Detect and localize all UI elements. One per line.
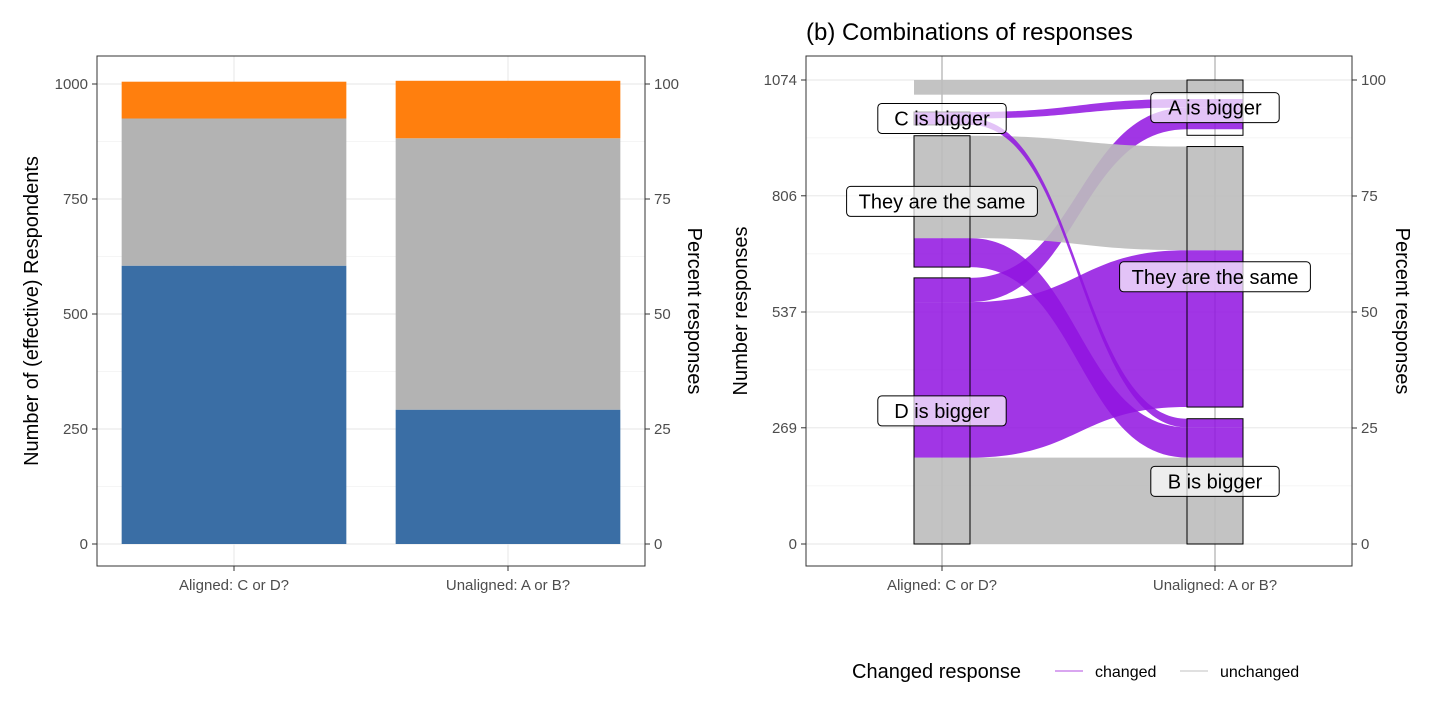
panel-a-y2-axis-title: Percent responses (683, 228, 705, 395)
panel-b-flow-segment-right (1187, 427, 1243, 458)
panel-b-flow-segment-left (914, 302, 970, 458)
panel-b-y-axis-title: Number responses (730, 227, 752, 396)
panel-a-y-tick-label: 500 (63, 306, 88, 323)
panel-b-stratum-label-box (877, 395, 1007, 427)
panel-a-x-tick-label: Unaligned: A or B? (446, 577, 570, 594)
panel-b-y2-tick-label: 100 (1361, 72, 1386, 89)
panel-b-flow-segment-left (914, 80, 970, 95)
panel-a-bar-segment (395, 409, 621, 544)
panel-b-y2-tick-label: 75 (1361, 188, 1378, 205)
legend-label-unchanged: unchanged (1220, 664, 1299, 681)
panel-b-stratum-label: C is bigger (894, 108, 990, 130)
panel-b-flow-changed (970, 118, 1187, 428)
panel-b-y-tick-label: 0 (789, 536, 797, 553)
panel-b-flow-segment-right (1187, 80, 1243, 95)
panel-a-bar-segment (121, 265, 347, 544)
panel-b-stratum-label: A is bigger (1168, 98, 1262, 120)
panel-a-y-tick-label: 1000 (55, 76, 88, 93)
panel-b-stratum-label-box (1119, 261, 1311, 293)
panel-b-y-tick-label: 269 (772, 420, 797, 437)
panel-b-stratum-labels: D is bigger They are the same C is bigger B… (846, 92, 1311, 497)
panel-a-y2-tick-label: 100 (654, 76, 679, 93)
panel-b-stratum-label-box (846, 185, 1038, 217)
legend-title: Changed response (852, 661, 1021, 683)
panel-b-title: (b) Combinations of responses (806, 19, 1133, 46)
panel-a-x-axis: Aligned: C or D? Unaligned: A or B? (179, 566, 570, 594)
legend-label-changed: changed (1095, 664, 1156, 681)
panel-a-bar-chart: 0 250 500 750 1000 0 25 50 75 100 Aligned: C or … (21, 55, 705, 594)
panel-b-flow-changed (970, 238, 1187, 458)
panel-a-y2-tick-label: 50 (654, 306, 671, 323)
panel-a-bar-segment (121, 81, 347, 119)
panel-b-flow-unchanged (970, 457, 1187, 544)
panel-a-bar-segment (395, 138, 621, 410)
panel-a-y-axis-title: Number of (effective) Respondents (21, 156, 43, 466)
panel-a-y-tick-label: 750 (63, 191, 88, 208)
panel-a-plot-border (96, 55, 646, 567)
panel-b-y-axis: 0 269 537 806 1074 (764, 72, 806, 553)
panel-b-y2-tick-label: 50 (1361, 304, 1378, 321)
panel-b-flow-unchanged (970, 135, 1187, 251)
panel-a-y2-axis: 0 25 50 75 100 (645, 76, 679, 553)
panel-b-stratum-label: They are the same (859, 191, 1026, 213)
legend: Changed response changed unchanged (852, 661, 1299, 683)
panel-a-y2-tick-label: 0 (654, 536, 662, 553)
panel-b-stratum-label: They are the same (1132, 267, 1299, 289)
panel-b-y-tick-label: 1074 (764, 72, 797, 89)
panel-b-flow-segment-right (1187, 418, 1243, 428)
panel-a-bar-segment (121, 118, 347, 266)
panel-b-stratum-label-box (877, 102, 1007, 134)
panel-b-flow-segment-left (914, 238, 970, 268)
panel-a-x-tick-label: Aligned: C or D? (179, 577, 289, 594)
legend-entries: changed unchanged (1055, 664, 1299, 681)
panel-a-bar-segment (395, 80, 621, 139)
panel-a-y2-tick-label: 75 (654, 191, 671, 208)
panel-b-plot-border (805, 55, 1353, 567)
panel-b-y2-axis: 0 25 50 75 100 (1352, 72, 1386, 553)
panel-b-flow-segment-left (914, 277, 970, 303)
panel-b-y2-tick-label: 0 (1361, 536, 1369, 553)
panel-b-x-tick-label: Aligned: C or D? (887, 577, 997, 594)
panel-b-y2-tick-label: 25 (1361, 420, 1378, 437)
panel-a-y-axis: 0 250 500 750 1000 (55, 76, 97, 553)
panel-b-y2-axis-title: Percent responses (1391, 228, 1413, 395)
panel-b-stratum-label: B is bigger (1168, 471, 1263, 493)
panel-b-stratum-label-box (1150, 465, 1280, 497)
panel-b-y-tick-label: 537 (772, 304, 797, 321)
panel-a-y-tick-label: 0 (80, 536, 88, 553)
panel-b-flow-unchanged (970, 80, 1187, 95)
panel-b-x-axis: Aligned: C or D? Unaligned: A or B? (887, 566, 1277, 594)
panel-b-stratum-label: D is bigger (894, 401, 990, 423)
panel-b-alluvial-chart: (b) Combinations of responses D is bigge… (730, 19, 1413, 594)
panel-b-stratum-label-box (1150, 92, 1280, 124)
panel-b-flow-changed (970, 99, 1187, 119)
panel-a-bars (121, 80, 621, 544)
panel-b-flow-segment-left (914, 457, 970, 544)
panel-b-x-tick-label: Unaligned: A or B? (1153, 577, 1277, 594)
panel-b-flow-segment-right (1187, 146, 1243, 251)
panel-b-flows (914, 80, 1243, 544)
panel-a-y2-tick-label: 25 (654, 421, 671, 438)
panel-a-y-tick-label: 250 (63, 421, 88, 438)
panel-b-y-tick-label: 806 (772, 188, 797, 205)
